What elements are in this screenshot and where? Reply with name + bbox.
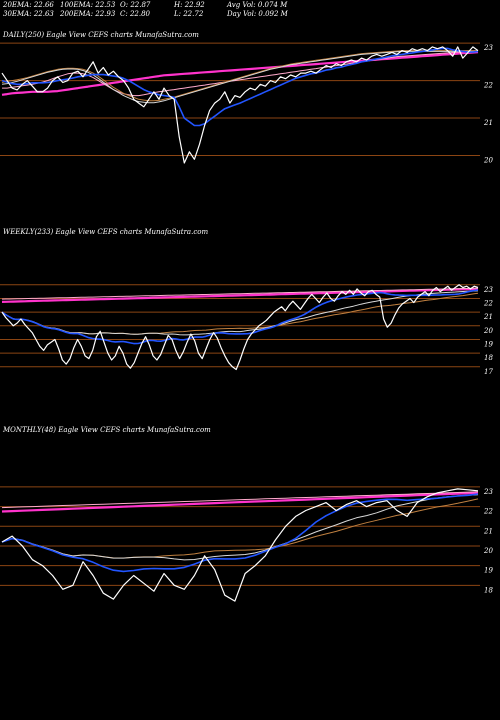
daily-tick-label: 23 [483, 44, 493, 52]
daily-price-line [1, 46, 479, 164]
stat-open: O: 22.87 [120, 1, 151, 9]
monthly-tick-label: 20 [483, 547, 493, 555]
stat-100ema: 100EMA: 22.53 [60, 1, 116, 9]
weekly-ema-line [1, 289, 479, 345]
stat-avg-vol: Avg Vol: 0.074 M [226, 1, 288, 9]
weekly-tick-label: 22 [483, 299, 493, 307]
daily-ema-line [1, 50, 478, 104]
monthly-tick-label: 23 [483, 488, 493, 496]
weekly-tick-label: 20 [483, 327, 493, 335]
monthly-panel-title: MONTHLY(48) Eagle View CEFS charts Munaf… [2, 426, 211, 434]
daily-ema-line [1, 51, 479, 96]
stat-20ema: 20EMA: 22.66 [2, 1, 54, 9]
weekly-tick-label: 21 [483, 313, 493, 321]
stat-200ema: 200EMA: 22.93 [59, 10, 116, 18]
stat-close: C: 22.80 [120, 10, 151, 18]
header-stats: 20EMA: 22.66 100EMA: 22.53 O: 22.87 H: 2… [2, 1, 289, 18]
daily-tick-label: 22 [483, 82, 493, 90]
daily-tick-label: 21 [483, 119, 493, 127]
monthly-ema-line [1, 491, 479, 509]
weekly-tick-label: 18 [484, 354, 493, 362]
monthly-ema-line [1, 491, 479, 513]
monthly-tick-label: 18 [484, 586, 493, 594]
monthly-price-line [1, 488, 479, 602]
daily-ema-line [1, 50, 478, 102]
monthly-ema-line [1, 493, 479, 573]
weekly-panel-title: WEEKLY(233) Eagle View CEFS charts Munaf… [3, 228, 208, 236]
daily-panel-title: DAILY(250) Eagle View CEFS charts Munafa… [2, 31, 199, 39]
weekly-price-line [1, 284, 479, 371]
monthly-tick-label: 19 [484, 567, 493, 575]
weekly-ema-line [1, 287, 479, 300]
stat-high: H: 22.92 [173, 1, 205, 9]
weekly-tick-label: 23 [483, 286, 493, 294]
weekly-tick-label: 19 [484, 340, 493, 348]
monthly-tick-label: 22 [483, 508, 493, 516]
weekly-ema-line [1, 290, 479, 336]
weekly-tick-label: 17 [484, 368, 493, 376]
monthly-tick-label: 21 [483, 527, 493, 535]
monthly-ema-line [1, 494, 479, 561]
weekly-ema-line [1, 287, 479, 303]
monthly-panel: MONTHLY(48) Eagle View CEFS charts Munaf… [0, 426, 493, 602]
stat-low: L: 22.72 [173, 10, 204, 18]
daily-tick-label: 20 [483, 157, 493, 165]
daily-ema-line [1, 47, 479, 127]
daily-ema-line [2, 50, 479, 97]
daily-panel: DAILY(250) Eagle View CEFS charts Munafa… [0, 31, 493, 165]
stat-day-vol: Day Vol: 0.092 M [226, 10, 289, 18]
stat-30ema: 30EMA: 22.63 [3, 10, 54, 18]
weekly-panel: WEEKLY(233) Eagle View CEFS charts Munaf… [0, 228, 493, 376]
